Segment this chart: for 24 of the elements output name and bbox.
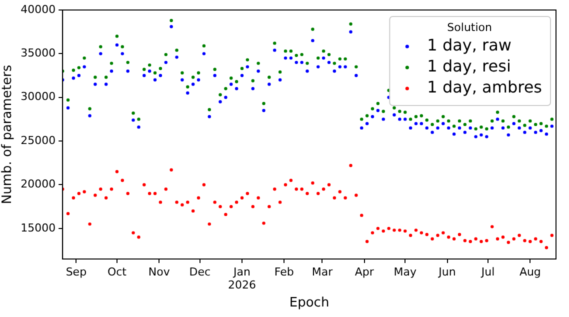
y-tick-label: 40000 [20,2,56,16]
x-tick-label: Jul [480,265,495,278]
y-tick-label: 15000 [20,221,56,234]
x-tick-label: Apr [354,265,374,278]
y-tick-label: 20000 [20,178,56,191]
legend-label: 1 day, ambres [427,78,542,97]
y-tick-label: 25000 [20,134,56,147]
x-tick-label: May [394,265,417,278]
legend-label: 1 day, resi [427,56,511,76]
legend-title: Solution [447,20,492,34]
x-tick-label: Mar [312,265,334,278]
x-tick-label: Jan 2026 [228,265,256,292]
x-tick-label: Oct [107,265,128,278]
x-tick-label: Jun [438,265,456,278]
x-tick-label: Nov [148,265,170,278]
x-tick-label: Aug [519,265,541,278]
x-tick-label: Dec [189,265,211,278]
y-axis-title: Numb. of parameters [0,64,16,204]
x-tick-label: Sep [66,265,87,278]
y-tick-label: 30000 [20,90,56,104]
x-tick-label: Feb [274,265,294,278]
x-axis-title: Epoch [289,296,330,311]
legend-label: 1 day, raw [427,36,512,55]
y-tick-label: 35000 [20,46,56,60]
